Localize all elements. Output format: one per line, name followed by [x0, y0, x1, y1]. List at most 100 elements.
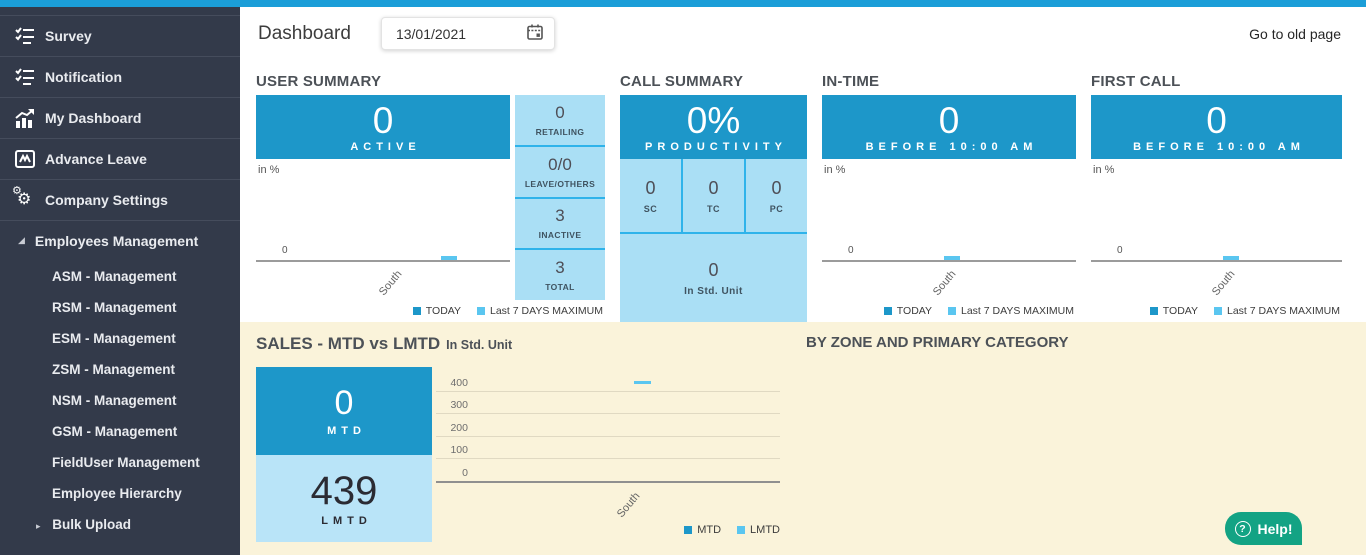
y-axis-tick: 0: [1117, 245, 1123, 256]
y-axis-unit-label: in %: [824, 164, 846, 176]
last7-max-bar: [944, 256, 960, 260]
x-axis-category-label: South: [376, 268, 405, 298]
sidebar-subitem-zsm-management[interactable]: ZSM - Management: [52, 362, 176, 377]
x-axis-line: [1091, 260, 1342, 262]
top-accent-bar: [0, 0, 1366, 7]
sidebar-subitem-nsm-management[interactable]: NSM - Management: [52, 393, 177, 408]
last7-max-bar: [441, 256, 457, 260]
user-summary-chart: in % 0 South: [256, 159, 510, 300]
bar-chart-icon: [14, 108, 36, 128]
y-axis-tick: 0: [848, 245, 854, 256]
sidebar-item-label: Survey: [45, 28, 92, 44]
gears-icon: ⚙ ⚙: [12, 184, 32, 208]
y-axis-tick: 400: [450, 377, 468, 389]
go-to-old-page-link[interactable]: Go to old page: [1249, 25, 1341, 42]
sidebar-subitem-asm-management[interactable]: ASM - Management: [52, 269, 177, 284]
legend-lmtd: LMTD: [737, 524, 780, 536]
sidebar-item-survey[interactable]: Survey: [0, 15, 240, 56]
mtd-box: 0 MTD: [256, 367, 432, 455]
sales-unit-subtitle: In Std. Unit: [446, 338, 513, 352]
metric-tc: 0 TC: [681, 159, 744, 232]
sidebar-item-label: Advance Leave: [45, 151, 147, 167]
x-axis-line: [256, 260, 510, 262]
legend-swatch-light: [737, 526, 746, 534]
sidebar-item-notification[interactable]: Notification: [0, 56, 240, 97]
lmtd-box: 439 LMTD: [256, 455, 432, 542]
card-title: IN-TIME: [822, 73, 880, 90]
card-title: USER SUMMARY: [256, 73, 382, 90]
sidebar-item-employees-management[interactable]: ◢ Employees Management: [0, 220, 240, 261]
date-picker-input[interactable]: 13/01/2021: [380, 17, 555, 50]
y-axis-tick: 0: [282, 245, 288, 256]
hero-value: 0: [1206, 99, 1227, 141]
productivity-hero: 0% PRODUCTIVITY: [620, 95, 807, 159]
in-time-hero: 0 BEFORE 10:00 AM: [822, 95, 1076, 159]
legend-swatch-dark: [412, 307, 421, 315]
in-time-chart: in % 0 South: [822, 159, 1076, 300]
sales-legend: MTD LMTD: [436, 524, 780, 536]
legend-mtd: MTD: [684, 524, 721, 536]
lmtd-bar: [634, 381, 651, 384]
metric-sc: 0 SC: [643, 177, 658, 214]
sidebar-subitem-fielduser-management[interactable]: FieldUser Management: [52, 455, 200, 470]
chart-legend: TODAY Last 7 DAYS MAXIMUM: [822, 300, 1076, 322]
stat-leave-others: 0/0 LEAVE/OTHERS: [515, 147, 605, 199]
legend-swatch-light: [948, 307, 956, 315]
sales-section-title: SALES - MTD vs LMTD In Std. Unit: [256, 334, 513, 353]
y-axis-unit-label: in %: [1093, 164, 1115, 176]
user-summary-card: USER SUMMARY 0 ACTIVE in % 0 South: [256, 73, 605, 322]
card-title: FIRST CALL: [1091, 73, 1181, 90]
sidebar-item-label: Company Settings: [45, 192, 168, 208]
legend-last7: Last 7 DAYS MAXIMUM: [477, 305, 603, 317]
divider: [620, 232, 807, 234]
sidebar-item-label: Employees Management: [34, 233, 199, 249]
calendar-icon[interactable]: [526, 23, 544, 44]
sidebar-item-label: My Dashboard: [45, 110, 142, 126]
y-axis-tick: 100: [450, 444, 468, 456]
checklist-icon: [14, 67, 36, 87]
gridline-400: [436, 391, 780, 392]
legend-swatch-dark: [883, 307, 892, 315]
hero-label: BEFORE 10:00 AM: [1133, 140, 1305, 153]
question-mark-icon: ?: [1234, 520, 1251, 537]
hero-label: PRODUCTIVITY: [645, 140, 787, 153]
hero-value: 0%: [686, 99, 741, 141]
sidebar-subitem-rsm-management[interactable]: RSM - Management: [52, 300, 177, 315]
page-header: Dashboard 13/01/2021 Go to old page: [240, 7, 1366, 60]
gridline-200: [436, 436, 780, 437]
first-call-hero: 0 BEFORE 10:00 AM: [1091, 95, 1342, 159]
sidebar-item-company-settings[interactable]: ⚙ ⚙ Company Settings: [0, 179, 240, 220]
sidebar-subitem-bulk-upload[interactable]: ▸ Bulk Upload: [36, 517, 132, 532]
call-summary-card: CALL SUMMARY 0% PRODUCTIVITY 0 SC 0 TC: [620, 73, 807, 322]
legend-last7: Last 7 DAYS MAXIMUM: [948, 305, 1074, 317]
help-button-label: Help!: [1257, 520, 1293, 537]
lmtd-value: 439: [310, 468, 378, 513]
y-axis-unit-label: in %: [258, 164, 280, 176]
caret-collapsed-icon: ▸: [36, 522, 41, 532]
last7-max-bar: [1223, 256, 1239, 260]
sidebar-subitem-esm-management[interactable]: ESM - Management: [52, 331, 176, 346]
main-content: Dashboard 13/01/2021 Go to old page USER…: [240, 7, 1366, 555]
sidebar-subitem-gsm-management[interactable]: GSM - Management: [52, 424, 178, 439]
x-axis-category-label: South: [1209, 268, 1238, 298]
help-button[interactable]: ? Help!: [1225, 512, 1302, 545]
legend-today: TODAY: [883, 305, 932, 317]
sidebar-subitem-employee-hierarchy[interactable]: Employee Hierarchy: [52, 486, 182, 501]
legend-today: TODAY: [1149, 305, 1198, 317]
x-axis-line: [436, 481, 780, 483]
legend-last7: Last 7 DAYS MAXIMUM: [1214, 305, 1340, 317]
legend-swatch-light: [477, 307, 485, 315]
leave-box-icon: [14, 149, 36, 169]
sidebar-item-advance-leave[interactable]: Advance Leave: [0, 138, 240, 179]
first-call-chart: in % 0 South: [1091, 159, 1342, 300]
sales-section: SALES - MTD vs LMTD In Std. Unit 0 MTD 43…: [240, 322, 1366, 555]
page-title: Dashboard: [258, 22, 351, 44]
stat-total: 3 TOTAL: [545, 258, 575, 293]
x-axis-category-label: South: [614, 490, 643, 520]
gridline-300: [436, 413, 780, 414]
sidebar-item-my-dashboard[interactable]: My Dashboard: [0, 97, 240, 138]
sidebar-item-label: Notification: [45, 69, 122, 85]
hero-value: 0: [372, 99, 394, 141]
hero-value: 0: [938, 99, 960, 141]
sidebar: Survey Notification My Dashboard: [0, 7, 240, 555]
